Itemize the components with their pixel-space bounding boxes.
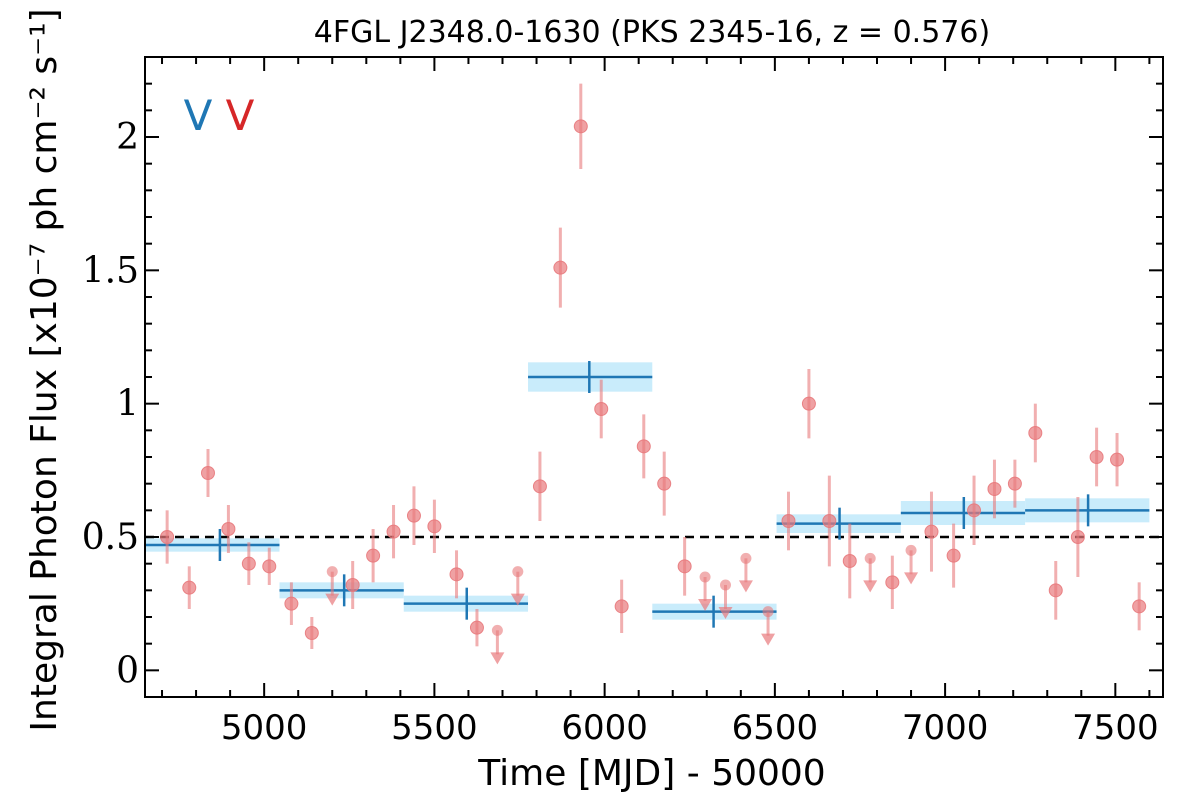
flux-point	[532, 479, 547, 494]
flux-point	[1110, 452, 1125, 467]
upper-limit-point	[719, 579, 731, 591]
flux-point	[284, 596, 299, 611]
upper-limit-point	[864, 552, 876, 564]
axis-ticks: 5000 5500 6000 6500 7000 7500 0 0.5 1 1.5 2	[82, 57, 1163, 748]
x-tick-label: 7500	[1072, 708, 1159, 748]
flux-point	[406, 508, 421, 523]
flux-point	[469, 620, 484, 635]
flux-point	[822, 514, 837, 528]
flux-point	[636, 439, 651, 454]
x-tick-label: 6500	[732, 708, 819, 748]
legend-entry: V	[184, 91, 213, 140]
upper-limit-point	[762, 606, 774, 618]
flux-point	[1028, 426, 1043, 440]
x-tick-label: 7000	[902, 708, 989, 748]
legend-entry: V	[226, 91, 255, 140]
upper-limit-arrow	[510, 593, 525, 606]
y-tick-label: 0.5	[82, 517, 139, 558]
upper-limit-arrow	[698, 599, 713, 611]
x-tick-label: 6000	[561, 708, 648, 748]
upper-limit-arrow	[738, 580, 753, 593]
flux-point	[221, 522, 236, 536]
plot-area	[145, 83, 1163, 665]
flux-point	[885, 575, 900, 590]
upper-limit-arrow	[490, 652, 505, 665]
flux-point	[1132, 599, 1147, 614]
upper-limit-arrow	[761, 633, 776, 646]
flux-point	[345, 578, 360, 592]
flux-point	[304, 626, 319, 640]
y-tick-label: 1.5	[82, 250, 139, 291]
y-axis-label: Integral Photon Flux [x10⁻⁷ ph cm⁻² s⁻¹]	[24, 8, 65, 731]
flux-point	[781, 514, 796, 528]
flux-point	[967, 503, 982, 518]
y-tick-label: 2	[116, 117, 139, 158]
flux-point	[677, 559, 692, 574]
flux-point	[386, 524, 401, 539]
flux-point	[1070, 530, 1085, 544]
x-tick-label: 5500	[391, 708, 478, 748]
flux-point	[182, 580, 197, 595]
flux-point	[160, 530, 175, 544]
flux-point	[553, 260, 568, 275]
upper-limit-point	[491, 624, 503, 636]
flux-point	[614, 599, 629, 614]
flux-point	[1089, 450, 1104, 464]
upper-limit-arrow	[863, 580, 878, 593]
flux-point	[801, 396, 816, 411]
y-tick-label: 0	[116, 650, 139, 691]
flux-point	[842, 554, 857, 568]
chart-title: 4FGL J2348.0-1630 (PKS 2345-16, z = 0.57…	[314, 15, 990, 50]
y-tick-label: 1	[116, 384, 139, 425]
flux-point	[573, 119, 588, 134]
upper-limit-arrow	[904, 572, 919, 585]
flux-point	[262, 559, 277, 574]
upper-limit-point	[326, 566, 338, 578]
flux-point	[449, 567, 464, 582]
flux-point	[241, 556, 256, 571]
upper-limit-point	[740, 552, 752, 564]
upper-limit-arrow	[325, 593, 340, 606]
flux-point	[657, 476, 672, 491]
flux-point	[1007, 476, 1022, 491]
flux-point	[366, 548, 381, 563]
flux-point	[1048, 583, 1063, 598]
flux-point	[987, 482, 1002, 496]
flux-point	[924, 524, 939, 539]
x-axis-label: Time [MJD] - 50000	[477, 753, 825, 794]
flux-point	[427, 519, 442, 534]
upper-limit-arrow	[718, 607, 733, 619]
x-tick-label: 5000	[221, 708, 308, 748]
flux-point	[946, 548, 961, 563]
upper-limit-point	[699, 571, 711, 583]
upper-limit-point	[512, 566, 524, 578]
flux-point	[200, 466, 215, 480]
flux-point	[594, 402, 609, 416]
upper-limit-point	[905, 544, 917, 556]
